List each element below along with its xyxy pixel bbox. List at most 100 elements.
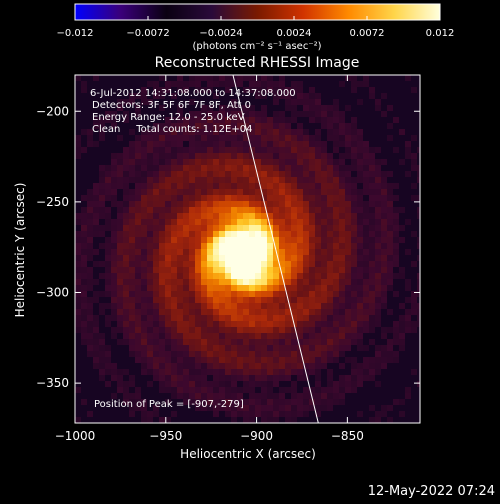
heatmap-cell — [135, 171, 141, 177]
heatmap-cell — [219, 303, 225, 309]
heatmap-cell — [135, 189, 141, 195]
heatmap-cell — [255, 171, 261, 177]
heatmap-cell — [273, 153, 279, 159]
heatmap-cell — [201, 147, 207, 153]
heatmap-cell — [261, 111, 267, 117]
heatmap-cell — [201, 195, 207, 201]
heatmap-cell — [99, 339, 105, 345]
heatmap-cell — [117, 225, 123, 231]
heatmap-cell — [237, 255, 243, 261]
heatmap-cell — [135, 261, 141, 267]
heatmap-cell — [165, 279, 171, 285]
heatmap-cell — [147, 195, 153, 201]
heatmap-cell — [237, 207, 243, 213]
heatmap-cell — [165, 219, 171, 225]
heatmap-cell — [219, 177, 225, 183]
heatmap-cell — [249, 261, 255, 267]
heatmap-cell — [303, 399, 309, 405]
heatmap-cell — [165, 369, 171, 375]
heatmap-cell — [129, 375, 135, 381]
heatmap-cell — [363, 201, 369, 207]
heatmap-cell — [387, 231, 393, 237]
heatmap-cell — [105, 219, 111, 225]
heatmap-cell — [141, 351, 147, 357]
heatmap-cell — [309, 351, 315, 357]
heatmap-cell — [147, 99, 153, 105]
heatmap-cell — [291, 291, 297, 297]
heatmap-cell — [99, 261, 105, 267]
heatmap-cell — [135, 93, 141, 99]
heatmap-cell — [141, 309, 147, 315]
heatmap-cell — [231, 303, 237, 309]
heatmap-cell — [93, 333, 99, 339]
heatmap-cell — [219, 207, 225, 213]
heatmap-cell — [261, 135, 267, 141]
solar-limb-line — [232, 75, 319, 423]
heatmap-cell — [285, 249, 291, 255]
heatmap-cell — [75, 303, 81, 309]
heatmap-cell — [171, 171, 177, 177]
heatmap-cell — [147, 189, 153, 195]
heatmap-cell — [195, 153, 201, 159]
heatmap-cell — [321, 339, 327, 345]
heatmap-cell — [381, 285, 387, 291]
heatmap-cell — [111, 333, 117, 339]
heatmap-cell — [333, 357, 339, 363]
heatmap-cell — [219, 369, 225, 375]
heatmap-cell — [81, 87, 87, 93]
heatmap-cell — [255, 111, 261, 117]
heatmap-cell — [303, 231, 309, 237]
heatmap-cell — [255, 345, 261, 351]
heatmap-cell — [225, 249, 231, 255]
heatmap-cell — [123, 297, 129, 303]
heatmap-cell — [273, 87, 279, 93]
heatmap-cell — [237, 177, 243, 183]
heatmap-cell — [219, 243, 225, 249]
heatmap-cell — [255, 219, 261, 225]
heatmap-cell — [333, 249, 339, 255]
heatmap-cell — [345, 285, 351, 291]
heatmap-cell — [207, 261, 213, 267]
heatmap-cell — [381, 225, 387, 231]
heatmap-cell — [123, 207, 129, 213]
heatmap-cell — [141, 135, 147, 141]
heatmap-cell — [117, 327, 123, 333]
heatmap-cell — [123, 273, 129, 279]
heatmap-cell — [153, 81, 159, 87]
heatmap-cell — [273, 279, 279, 285]
heatmap-cell — [87, 339, 93, 345]
heatmap-cell — [153, 405, 159, 411]
heatmap-cell — [255, 303, 261, 309]
heatmap-cell — [267, 369, 273, 375]
heatmap-cell — [135, 207, 141, 213]
heatmap-cell — [393, 117, 399, 123]
heatmap-cell — [285, 213, 291, 219]
heatmap-cell — [375, 213, 381, 219]
heatmap-cell — [351, 87, 357, 93]
heatmap-cell — [201, 327, 207, 333]
heatmap-cell — [291, 273, 297, 279]
heatmap-cell — [87, 237, 93, 243]
heatmap-cell — [105, 177, 111, 183]
heatmap-cell — [333, 129, 339, 135]
heatmap-cell — [225, 393, 231, 399]
heatmap-cell — [345, 375, 351, 381]
heatmap-cell — [267, 255, 273, 261]
heatmap-cell — [273, 297, 279, 303]
heatmap-cell — [375, 279, 381, 285]
heatmap-cell — [183, 123, 189, 129]
heatmap-cell — [189, 189, 195, 195]
heatmap-cell — [261, 213, 267, 219]
heatmap-cell — [123, 225, 129, 231]
heatmap-cell — [129, 261, 135, 267]
heatmap-cell — [135, 213, 141, 219]
heatmap-cell — [231, 273, 237, 279]
heatmap-cell — [291, 105, 297, 111]
heatmap-cell — [75, 231, 81, 237]
heatmap-cell — [123, 387, 129, 393]
heatmap-cell — [111, 261, 117, 267]
annotation-method: Clean Total counts: 1.12E+04 — [92, 124, 252, 135]
heatmap-cell — [243, 219, 249, 225]
colorbar-ticks: −0.012 −0.0072 −0.0024 0.0024 0.0072 0.012 — [56, 16, 454, 39]
heatmap-cell — [417, 177, 420, 183]
